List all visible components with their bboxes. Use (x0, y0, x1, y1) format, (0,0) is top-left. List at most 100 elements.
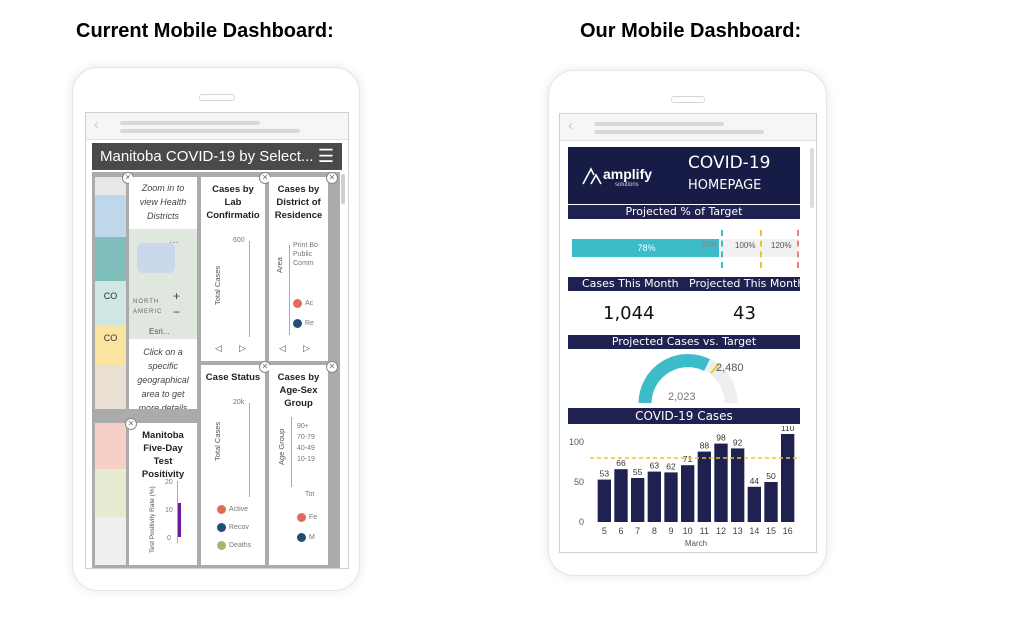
data-label: 110 (781, 426, 795, 433)
header-subtitle: HOMEPAGE (688, 178, 762, 193)
bar (631, 478, 645, 522)
zoom-out-icon[interactable]: − (173, 305, 181, 319)
marker-line (797, 230, 799, 268)
amplify-logo-icon (582, 167, 602, 185)
browser-bar: ‹ (86, 113, 348, 140)
left-phone-frame: ‹ Manitoba COVID-19 by Select... ☰ CO CO… (72, 67, 360, 591)
x-tick-label: 11 (700, 526, 709, 536)
dashboard-header: amplify solutions COVID-19 HOMEPAGE (568, 147, 800, 204)
y-tick: 600 (233, 237, 245, 244)
data-label: 53 (600, 469, 610, 479)
legend-dot (293, 319, 302, 328)
panel-title: Manitoba Five-Day Test Positivity (141, 430, 185, 480)
hamburger-menu-icon[interactable]: ☰ (317, 146, 334, 166)
legend-label: CO (95, 281, 126, 325)
marker-line (760, 230, 762, 268)
bar (597, 479, 611, 522)
right-heading: Our Mobile Dashboard: (580, 20, 802, 42)
y-tick-label: 100 (569, 437, 584, 447)
legend-dot (217, 541, 226, 550)
data-label: 63 (650, 461, 660, 471)
back-arrow-icon[interactable]: ‹ (94, 116, 99, 133)
url-placeholder (594, 130, 764, 134)
legend-dot (297, 513, 306, 522)
pin-icon[interactable]: ✕ (326, 361, 338, 373)
prev-page-icon[interactable]: ◁ (279, 343, 286, 353)
scrollbar[interactable] (810, 148, 814, 208)
x-tick-label: 9 (668, 526, 673, 536)
url-placeholder (120, 129, 300, 133)
scrollbar[interactable] (341, 174, 345, 204)
gauge-fill (638, 354, 710, 404)
positivity-bar (178, 503, 181, 537)
y-tick: 10 (165, 507, 173, 514)
next-page-icon[interactable]: ▷ (239, 343, 246, 353)
age-item: 10-19 (297, 456, 315, 463)
age-item: 90+ (297, 423, 309, 430)
legend-panel (95, 423, 126, 565)
pin-icon[interactable]: ✕ (125, 418, 137, 430)
data-label: 55 (633, 467, 643, 477)
map-click-hint: Click on a specific geographical area to… (137, 347, 189, 409)
covid-cases-chart: 0501005356665576386297110881198129213441… (569, 426, 798, 548)
data-label: 66 (616, 458, 626, 468)
gauge-svg (638, 353, 738, 404)
data-label: 98 (716, 433, 726, 443)
age-item: 70-79 (297, 434, 315, 441)
legend-dot (217, 523, 226, 532)
data-label: 71 (683, 454, 693, 464)
x-tick-label: 10 (683, 526, 693, 536)
bar (647, 471, 661, 522)
right-phone-frame: ‹ amplify solutions COVID-19 HOMEPAGE Pr… (548, 70, 827, 576)
bar (781, 434, 795, 522)
back-arrow-icon[interactable]: ‹ (568, 117, 573, 134)
phone-speaker (671, 96, 705, 103)
browser-bar: ‹ (560, 114, 816, 141)
map-label: NORTH (133, 299, 160, 305)
legend-label: CO (95, 325, 126, 365)
marker-label: 80% (701, 240, 718, 249)
district-text: Print Bo Public Comm (293, 242, 318, 267)
x-tick-label: 12 (716, 526, 726, 536)
x-tick-label: 13 (733, 526, 743, 536)
url-placeholder (120, 121, 260, 125)
x-tick-label: 16 (783, 526, 793, 536)
projected-pct-title: Projected % of Target (568, 205, 800, 219)
lab-confirmation-panel: Cases by Lab Confirmatio 600 Total Cases… (201, 177, 265, 361)
marker-label: 100% (735, 241, 756, 250)
prev-page-icon[interactable]: ◁ (215, 343, 222, 353)
y-tick: 0 (167, 535, 171, 542)
more-icon[interactable]: … (169, 235, 179, 246)
zoom-in-icon[interactable]: + (173, 289, 181, 303)
age-item: 40-49 (297, 445, 315, 452)
data-label: 88 (700, 441, 710, 451)
y-axis-label: Total Cases (213, 265, 222, 305)
projected-vs-target-title: Projected Cases vs. Target (568, 335, 800, 349)
dashboard-title: Manitoba COVID-19 by Select... (100, 148, 314, 165)
pin-icon[interactable]: ✕ (326, 172, 338, 184)
gauge-target-marker (710, 363, 720, 374)
dashboard-body: CO CO ✕ Zoom in to view Health Districts… (92, 172, 345, 568)
legend-text: Recov (229, 524, 249, 531)
marker-line (721, 230, 723, 268)
progress-fill (572, 239, 719, 257)
phone-speaker (199, 94, 235, 101)
dashboard-title-bar: Manitoba COVID-19 by Select... ☰ (92, 143, 342, 170)
cases-this-month-label: Cases This Month (582, 277, 679, 290)
data-label: 92 (733, 437, 743, 447)
bar (714, 443, 728, 522)
progress-value-label: 78% (637, 243, 656, 253)
legend-text: Ac (305, 300, 314, 307)
legend-dot (217, 505, 226, 514)
bar (764, 482, 778, 522)
right-phone-screen: ‹ amplify solutions COVID-19 HOMEPAGE Pr… (559, 113, 817, 553)
cases-this-month-value: 1,044 (603, 303, 655, 324)
map-area[interactable]: … NORTH AMERIC + − Esri... (129, 229, 197, 339)
data-label: 44 (750, 476, 760, 486)
progress-area: 78% 80% 100% 120% (568, 220, 800, 270)
district-panel: Cases by District of Residence Area Prin… (269, 177, 328, 361)
legend-text: Fe (309, 514, 318, 521)
legend-text: Re (305, 320, 314, 327)
next-page-icon[interactable]: ▷ (303, 343, 310, 353)
legend-text: Deaths (229, 542, 252, 549)
